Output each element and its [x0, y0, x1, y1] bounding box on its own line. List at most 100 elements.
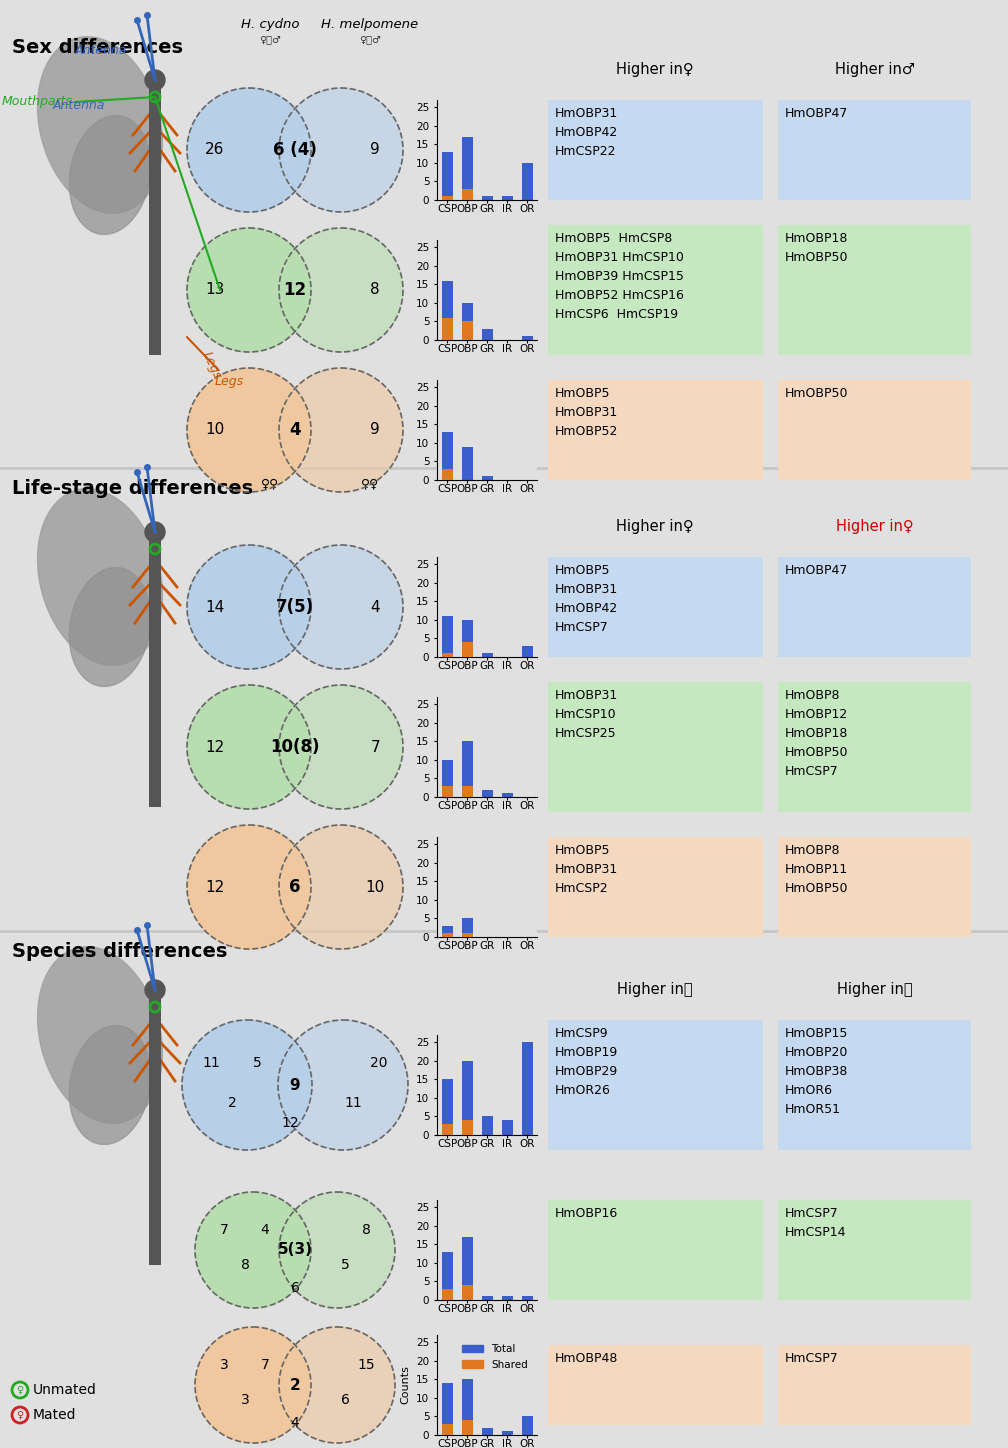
- Text: Antenna: Antenna: [75, 43, 127, 56]
- Bar: [462, 1237, 473, 1300]
- Text: 7: 7: [261, 1358, 269, 1373]
- Bar: [442, 1124, 453, 1135]
- Bar: [442, 1079, 453, 1135]
- Text: 7(5): 7(5): [276, 598, 314, 615]
- Text: 12: 12: [206, 740, 225, 754]
- Text: 4: 4: [289, 421, 300, 439]
- Ellipse shape: [187, 227, 311, 352]
- FancyBboxPatch shape: [0, 468, 1008, 471]
- Text: ♀♀: ♀♀: [261, 476, 279, 489]
- Text: H. cydno: H. cydno: [241, 17, 299, 30]
- Text: 20: 20: [370, 1056, 387, 1070]
- Bar: [462, 303, 473, 340]
- Text: 4: 4: [370, 599, 380, 614]
- Text: Higher in♀: Higher in♀: [837, 518, 914, 534]
- Text: 3: 3: [220, 1358, 229, 1373]
- Text: HmOBP5
HmOBP31
HmCSP2: HmOBP5 HmOBP31 HmCSP2: [555, 844, 618, 895]
- Bar: [442, 653, 453, 657]
- Ellipse shape: [279, 368, 403, 492]
- Text: HmOBP8
HmOBP11
HmOBP50: HmOBP8 HmOBP11 HmOBP50: [785, 844, 849, 895]
- Bar: [462, 918, 473, 937]
- Bar: [442, 317, 453, 340]
- FancyBboxPatch shape: [548, 1019, 763, 1150]
- Ellipse shape: [187, 368, 311, 492]
- FancyBboxPatch shape: [778, 1345, 971, 1425]
- Text: 26: 26: [206, 142, 225, 158]
- Text: Mated: Mated: [33, 1407, 77, 1422]
- Text: Higher in♂: Higher in♂: [835, 62, 915, 77]
- FancyBboxPatch shape: [548, 837, 763, 937]
- Text: Life-stage differences: Life-stage differences: [12, 479, 253, 498]
- Text: Sex differences: Sex differences: [12, 38, 183, 56]
- Text: HmOBP5
HmOBP31
HmOBP42
HmCSP7: HmOBP5 HmOBP31 HmOBP42 HmCSP7: [555, 565, 618, 634]
- Bar: [482, 1428, 493, 1435]
- Bar: [521, 646, 532, 657]
- Text: Legs: Legs: [186, 337, 244, 388]
- Bar: [502, 1121, 512, 1135]
- Bar: [462, 786, 473, 796]
- FancyBboxPatch shape: [778, 1019, 971, 1150]
- Text: Higher in♀: Higher in♀: [616, 62, 694, 77]
- Bar: [462, 446, 473, 479]
- Text: 3: 3: [241, 1393, 249, 1407]
- Bar: [442, 934, 453, 937]
- Bar: [521, 1296, 532, 1300]
- Text: 4: 4: [290, 1416, 299, 1431]
- Text: HmCSP9
HmOBP19
HmOBP29
HmOR26: HmCSP9 HmOBP19 HmOBP29 HmOR26: [555, 1027, 618, 1098]
- Bar: [502, 1296, 512, 1300]
- Text: HmOBP16: HmOBP16: [555, 1208, 618, 1221]
- Bar: [462, 620, 473, 657]
- Text: 5: 5: [253, 1056, 261, 1070]
- Text: HmOBP31
HmOBP42
HmCSP22: HmOBP31 HmOBP42 HmCSP22: [555, 107, 618, 158]
- Text: HmOBP47: HmOBP47: [785, 565, 849, 576]
- Text: 10: 10: [366, 879, 385, 895]
- Bar: [149, 527, 161, 807]
- Text: 13: 13: [206, 282, 225, 297]
- Bar: [521, 336, 532, 340]
- Text: 6 (4): 6 (4): [273, 140, 317, 159]
- Bar: [482, 329, 493, 340]
- FancyBboxPatch shape: [548, 224, 763, 355]
- Circle shape: [145, 980, 165, 1001]
- Text: HmOBP47: HmOBP47: [785, 107, 849, 120]
- Text: ♀♀: ♀♀: [361, 476, 379, 489]
- Text: 9: 9: [370, 142, 380, 158]
- Ellipse shape: [279, 1192, 395, 1308]
- FancyBboxPatch shape: [778, 100, 971, 200]
- Text: Mouthparts: Mouthparts: [2, 96, 73, 109]
- Text: HmOBP15
HmOBP20
HmOBP38
HmOR6
HmOR51: HmOBP15 HmOBP20 HmOBP38 HmOR6 HmOR51: [785, 1027, 849, 1116]
- Text: HmOBP18
HmOBP50: HmOBP18 HmOBP50: [785, 232, 849, 264]
- Bar: [442, 469, 453, 479]
- Text: HmOBP8
HmOBP12
HmOBP18
HmOBP50
HmCSP7: HmOBP8 HmOBP12 HmOBP18 HmOBP50 HmCSP7: [785, 689, 849, 778]
- Text: 10: 10: [206, 423, 225, 437]
- Bar: [442, 1383, 453, 1435]
- Ellipse shape: [279, 544, 403, 669]
- FancyBboxPatch shape: [548, 379, 763, 479]
- Bar: [442, 281, 453, 340]
- Text: HmOBP5  HmCSP8
HmOBP31 HmCSP10
HmOBP39 HmCSP15
HmOBP52 HmCSP16
HmCSP6  HmCSP19: HmOBP5 HmCSP8 HmOBP31 HmCSP10 HmOBP39 Hm…: [555, 232, 683, 321]
- Bar: [502, 1431, 512, 1435]
- FancyBboxPatch shape: [548, 100, 763, 200]
- Y-axis label: Counts: Counts: [400, 1365, 410, 1405]
- FancyBboxPatch shape: [548, 682, 763, 812]
- Ellipse shape: [187, 685, 311, 809]
- Ellipse shape: [70, 116, 151, 235]
- Ellipse shape: [187, 88, 311, 211]
- Ellipse shape: [279, 1326, 395, 1444]
- FancyBboxPatch shape: [778, 557, 971, 657]
- Text: 2: 2: [228, 1096, 236, 1111]
- Bar: [462, 138, 473, 200]
- Text: ♀🔲♂: ♀🔲♂: [359, 33, 381, 43]
- Bar: [462, 1380, 473, 1435]
- Bar: [462, 321, 473, 340]
- Ellipse shape: [279, 227, 403, 352]
- Bar: [462, 1286, 473, 1300]
- Bar: [521, 164, 532, 200]
- Text: Higher in🔘: Higher in🔘: [838, 982, 913, 998]
- FancyBboxPatch shape: [548, 557, 763, 657]
- Ellipse shape: [187, 825, 311, 948]
- FancyBboxPatch shape: [778, 224, 971, 355]
- Bar: [442, 1253, 453, 1300]
- Text: HmOBP50: HmOBP50: [785, 387, 849, 400]
- Bar: [482, 1296, 493, 1300]
